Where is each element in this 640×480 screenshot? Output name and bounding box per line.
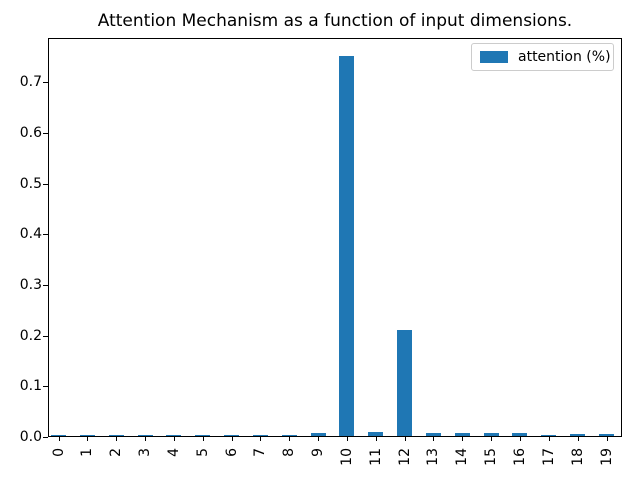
y-tick: [43, 336, 48, 337]
bar-7: [252, 434, 268, 436]
bar-8: [281, 434, 297, 436]
bar-2: [108, 434, 124, 436]
x-tick: [202, 437, 204, 441]
x-tick-label: 12: [396, 448, 413, 466]
chart-title: Attention Mechanism as a function of inp…: [97, 11, 573, 31]
bar-6: [224, 434, 240, 436]
y-tick: [43, 437, 48, 438]
plot-area: [48, 38, 622, 437]
bar-1: [79, 434, 95, 436]
y-tick: [43, 184, 48, 185]
x-tick: [87, 437, 89, 441]
bar-3: [137, 434, 153, 436]
bar-18: [570, 434, 586, 436]
y-tick-label: 0.5: [19, 176, 42, 192]
y-tick-label: 0.3: [19, 277, 42, 293]
bar-19: [599, 434, 614, 436]
x-tick: [375, 437, 377, 441]
bar-16: [512, 432, 528, 436]
x-tick: [433, 437, 435, 441]
legend: attention (%): [471, 43, 614, 71]
y-tick-label: 0.1: [19, 378, 42, 394]
x-tick-label: 5: [194, 448, 211, 457]
x-tick-label: 17: [540, 448, 557, 466]
y-tick-label: 0.2: [19, 328, 42, 344]
x-tick-label: 1: [79, 448, 96, 457]
bar-13: [425, 432, 441, 436]
x-tick: [116, 437, 118, 441]
bar-9: [310, 432, 326, 436]
y-tick: [43, 386, 48, 387]
x-tick-label: 3: [137, 448, 154, 457]
x-tick-label: 16: [511, 448, 528, 466]
x-tick: [606, 437, 608, 441]
bar-0: [51, 434, 66, 436]
x-tick: [519, 437, 521, 441]
x-tick: [231, 437, 233, 441]
legend-swatch: [480, 51, 508, 63]
legend-label: attention (%): [518, 49, 611, 65]
x-tick-label: 19: [598, 448, 615, 466]
x-tick: [58, 437, 60, 441]
x-tick-label: 18: [569, 448, 586, 466]
x-tick-label: 9: [310, 448, 327, 457]
bar-5: [195, 434, 211, 436]
y-tick: [43, 82, 48, 83]
x-tick-label: 11: [367, 448, 384, 466]
y-tick: [43, 133, 48, 134]
x-tick-label: 10: [338, 448, 355, 466]
x-tick-label: 0: [50, 448, 67, 457]
x-tick: [577, 437, 579, 441]
y-tick: [43, 285, 48, 286]
x-tick-label: 8: [281, 448, 298, 457]
y-tick-label: 0.7: [19, 74, 42, 90]
x-tick-label: 6: [223, 448, 240, 457]
bar-17: [541, 434, 557, 436]
x-tick-label: 4: [165, 448, 182, 457]
bar-4: [166, 434, 182, 436]
x-tick-label: 13: [425, 448, 442, 466]
x-tick-label: 2: [108, 448, 125, 457]
x-tick: [404, 437, 406, 441]
bar-12: [397, 329, 413, 436]
bar-11: [368, 431, 384, 436]
x-tick-label: 7: [252, 448, 269, 457]
x-tick: [548, 437, 550, 441]
bar-14: [454, 432, 470, 436]
x-tick: [173, 437, 175, 441]
x-tick: [145, 437, 147, 441]
x-tick: [462, 437, 464, 441]
x-tick: [491, 437, 493, 441]
x-tick: [289, 437, 291, 441]
bar-15: [483, 433, 499, 436]
y-tick: [43, 234, 48, 235]
y-tick-label: 0.0: [19, 429, 42, 445]
y-tick-label: 0.4: [19, 226, 42, 242]
x-tick-label: 15: [483, 448, 500, 466]
x-tick: [346, 437, 348, 441]
y-tick-label: 0.6: [19, 125, 42, 141]
x-tick: [318, 437, 320, 441]
bar-10: [339, 56, 355, 436]
x-tick-label: 14: [454, 448, 471, 466]
x-tick: [260, 437, 262, 441]
